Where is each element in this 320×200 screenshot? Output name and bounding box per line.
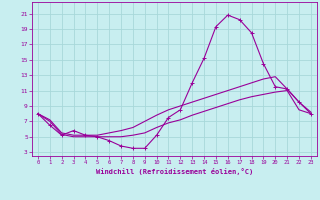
X-axis label: Windchill (Refroidissement éolien,°C): Windchill (Refroidissement éolien,°C) bbox=[96, 168, 253, 175]
